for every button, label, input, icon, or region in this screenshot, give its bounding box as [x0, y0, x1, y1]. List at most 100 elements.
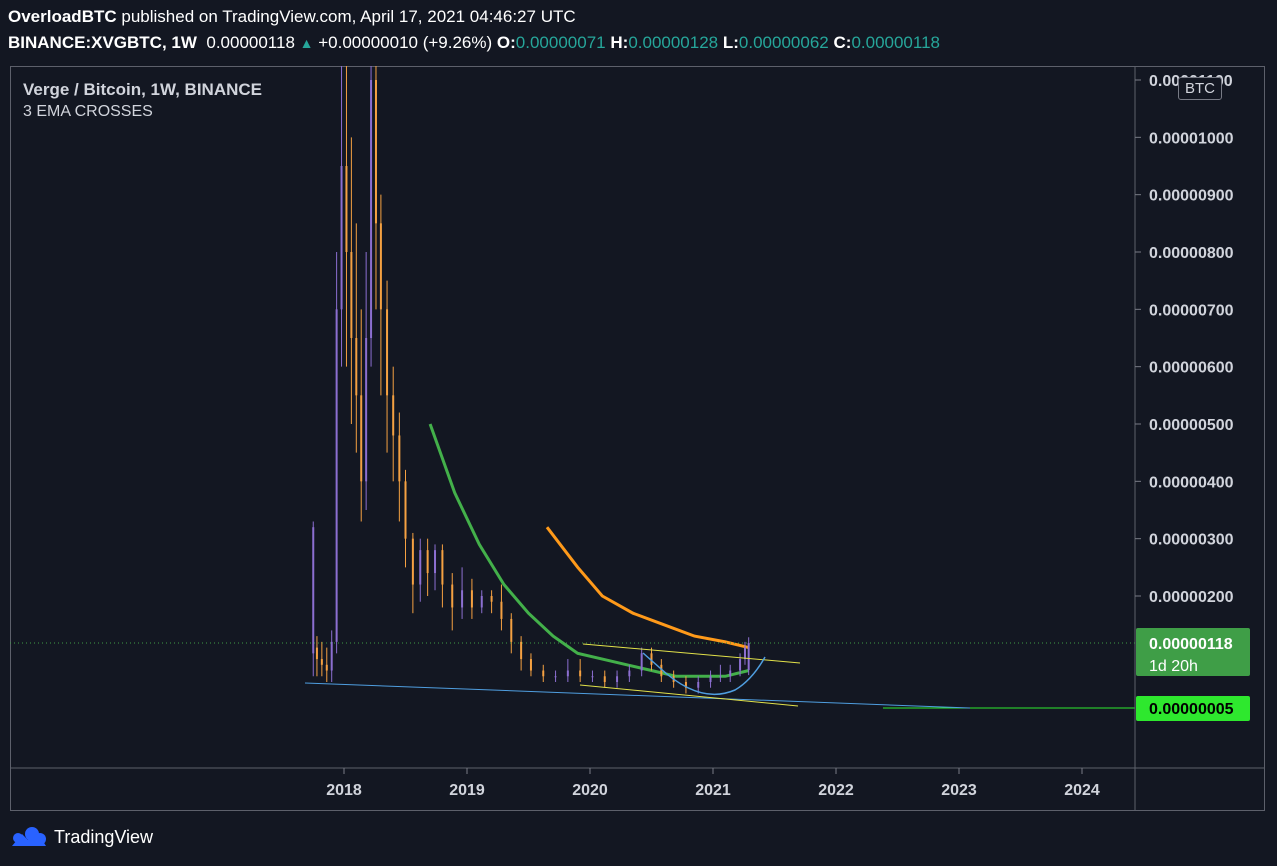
- x-tick-label: 2020: [572, 782, 608, 799]
- yellow-lower-trendline: [579, 684, 799, 707]
- candles-layer: [312, 66, 750, 694]
- candle-body: [650, 653, 653, 665]
- candle-body: [461, 590, 464, 608]
- change-value: +0.00000010 (+9.26%): [318, 33, 493, 52]
- candle-body: [747, 643, 750, 670]
- high-value: 0.00000128: [628, 33, 719, 52]
- candle-body: [470, 590, 473, 608]
- candle-body: [340, 166, 343, 310]
- current-price-label: [1136, 628, 1250, 677]
- chart-legend: Verge / Bitcoin, 1W, BINANCE 3 EMA CROSS…: [23, 80, 262, 121]
- low-value: 0.00000062: [738, 33, 829, 52]
- candle-body: [719, 676, 722, 678]
- published-text: published on TradingView.com, April 17, …: [121, 7, 576, 26]
- candle-body: [350, 252, 353, 338]
- current-price-value: 0.00000118: [1149, 636, 1233, 653]
- candle-body: [697, 682, 700, 688]
- candle-body: [419, 550, 422, 585]
- last-price: 0.00000118: [206, 33, 295, 52]
- y-tick-label: 0.00000900: [1149, 188, 1234, 205]
- candle-body: [542, 670, 545, 677]
- candle-body: [325, 664, 328, 671]
- candle-body: [315, 647, 318, 660]
- candle-body: [603, 676, 606, 682]
- candle-body: [360, 395, 363, 482]
- candle-body: [480, 596, 483, 608]
- author-name[interactable]: OverloadBTC: [8, 7, 117, 26]
- candle-body: [529, 659, 532, 671]
- y-tick-label: 0.00000600: [1149, 360, 1234, 377]
- indicator-name[interactable]: 3 EMA CROSSES: [23, 103, 153, 120]
- candle-body: [365, 338, 368, 482]
- blue-curve-drawing: [642, 652, 766, 696]
- legend-title[interactable]: Verge / Bitcoin, 1W, BINANCE: [23, 80, 262, 99]
- candle-body: [335, 309, 338, 642]
- open-value: 0.00000071: [515, 33, 606, 52]
- symbol-label: BINANCE:XVGBTC, 1W: [8, 33, 197, 52]
- candle-body: [386, 309, 389, 396]
- brand-name: TradingView: [54, 826, 154, 847]
- symbol-info-bar: BINANCE:XVGBTC, 1W 0.00000118 ▲ +0.00000…: [8, 33, 940, 53]
- candle-body: [500, 601, 503, 619]
- y-tick-label: 0.00000700: [1149, 302, 1234, 319]
- yellow-upper-trendline: [582, 643, 801, 664]
- low-label: L:: [722, 33, 739, 52]
- candle-body: [392, 395, 395, 436]
- close-value: 0.00000118: [851, 33, 940, 52]
- candle-body: [579, 670, 582, 677]
- y-tick-label: 0.00000400: [1149, 474, 1234, 491]
- green-level-value: 0.00000005: [1149, 701, 1234, 718]
- candle-body: [566, 670, 569, 677]
- x-tick-label: 2021: [695, 782, 731, 799]
- ema-fast-line: [545, 526, 750, 650]
- candle-body: [398, 435, 401, 482]
- candle-body: [374, 80, 377, 224]
- blue-support-line: [304, 682, 971, 709]
- candle-body: [426, 550, 429, 574]
- y-tick-label: 0.00000800: [1149, 245, 1234, 262]
- footer-brand[interactable]: TradingView: [10, 826, 153, 848]
- ema-slow-line: [428, 423, 750, 678]
- currency-badge[interactable]: BTC: [1178, 77, 1222, 100]
- candle-body: [330, 641, 333, 671]
- x-tick-label: 2022: [818, 782, 854, 799]
- candle-body: [510, 618, 513, 642]
- candle-body: [554, 676, 557, 678]
- candle-body: [520, 641, 523, 660]
- publish-info: OverloadBTC published on TradingView.com…: [8, 7, 576, 27]
- candle-body: [729, 670, 732, 677]
- x-tick-label: 2024: [1064, 782, 1100, 799]
- candle-body: [739, 659, 742, 671]
- candle-body: [355, 338, 358, 396]
- ema-layer: [428, 423, 750, 678]
- candle-body: [434, 550, 437, 574]
- green-level-label: [1136, 696, 1250, 721]
- axis-layer: 0.000011000.000010000.000009000.00000800…: [10, 66, 1265, 811]
- up-arrow-icon: ▲: [299, 35, 314, 51]
- candle-body: [411, 538, 414, 585]
- high-label: H:: [610, 33, 629, 52]
- chart-frame: [10, 66, 1265, 811]
- candle-body: [660, 664, 663, 677]
- candle-body: [591, 676, 594, 678]
- x-tick-label: 2023: [941, 782, 977, 799]
- candle-body: [379, 223, 382, 310]
- candle-body: [441, 550, 444, 585]
- candle-body: [370, 80, 373, 338]
- candle-body: [628, 670, 631, 677]
- candle-body: [709, 676, 712, 682]
- x-tick-label: 2018: [326, 782, 362, 799]
- candle-body: [312, 527, 315, 654]
- y-tick-label: 0.00000300: [1149, 532, 1234, 549]
- candle-body: [616, 676, 619, 682]
- open-label: O:: [496, 33, 516, 52]
- close-label: C:: [833, 33, 852, 52]
- countdown-value: 1d 20h: [1149, 658, 1198, 675]
- y-tick-label: 0.00000200: [1149, 589, 1234, 606]
- candle-body: [320, 659, 323, 665]
- candle-body: [640, 653, 643, 671]
- candle-body: [743, 647, 746, 660]
- drawings-layer: [304, 643, 1135, 709]
- candle-body: [490, 596, 493, 602]
